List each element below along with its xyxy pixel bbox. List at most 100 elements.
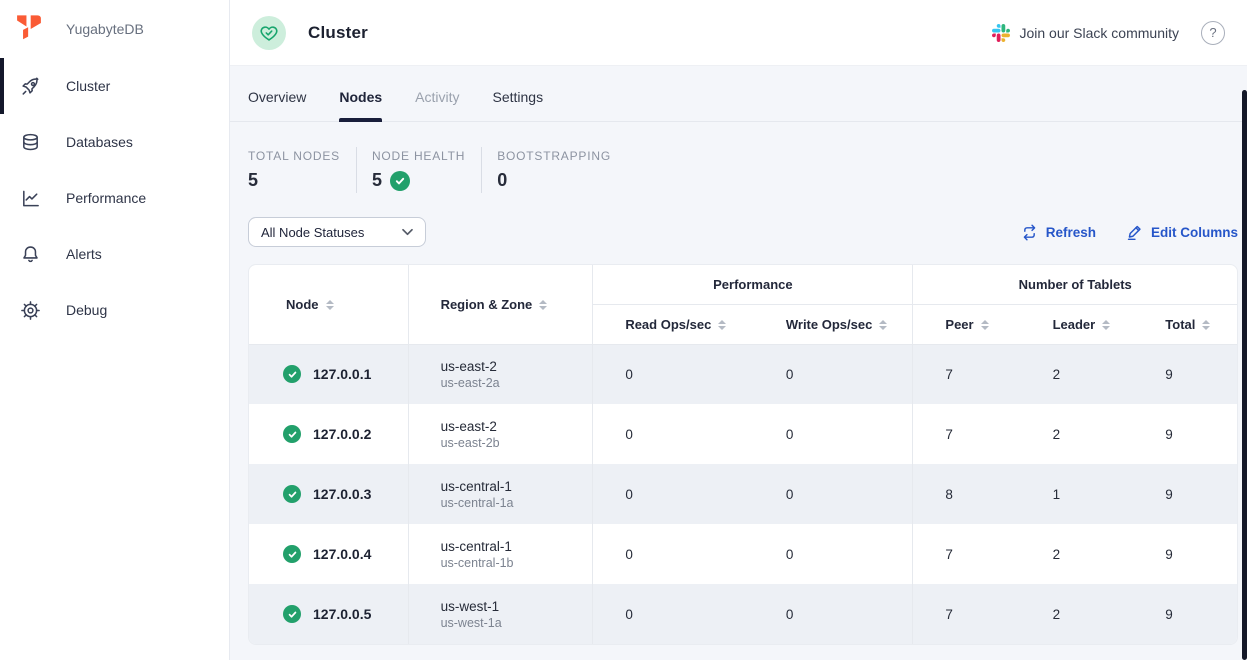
column-group-performance: Performance <box>592 265 913 305</box>
group-label: Performance <box>713 276 793 292</box>
alerts-bell-icon <box>20 244 41 265</box>
node-region: us-east-2 <box>440 418 497 434</box>
tab-overview[interactable]: Overview <box>248 89 307 105</box>
column-group-tablets: Number of Tablets <box>912 265 1237 305</box>
column-header-total[interactable]: Total <box>1128 304 1237 345</box>
filter-row: All Node Statuses Refresh <box>248 217 1238 247</box>
heart-check-icon <box>260 25 278 41</box>
nodes-table: Node Region & Zone Performance Number of… <box>249 265 1237 644</box>
slack-community-link[interactable]: Join our Slack community <box>992 23 1179 42</box>
peer-value: 7 <box>912 524 1021 584</box>
node-row[interactable]: 127.0.0.5 us-west-1 us-west-1a 0 0 7 2 9 <box>249 584 1237 644</box>
sort-icon[interactable] <box>539 300 548 311</box>
nodes-content: TOTAL NODES 5 NODE HEALTH 5 BOOTSTRAPPIN… <box>230 122 1247 660</box>
node-zone: us-central-1a <box>440 495 514 510</box>
total-value: 9 <box>1165 486 1173 502</box>
chevron-down-icon <box>402 228 413 236</box>
column-label: Node <box>286 296 319 312</box>
cluster-health-badge <box>252 15 286 50</box>
debug-gear-icon <box>20 300 41 321</box>
tab-settings[interactable]: Settings <box>492 89 544 105</box>
stat-label: BOOTSTRAPPING <box>497 149 611 163</box>
vertical-scrollbar-thumb[interactable] <box>1242 90 1247 660</box>
node-region: us-central-1 <box>440 538 512 554</box>
stat-value: 5 <box>371 170 382 190</box>
node-ip: 127.0.0.1 <box>313 366 372 383</box>
sort-icon[interactable] <box>325 300 334 311</box>
sidebar-item-alerts[interactable]: Alerts <box>0 226 229 282</box>
node-healthy-icon <box>283 545 301 563</box>
brand: YugabyteDB <box>0 0 229 58</box>
total-value: 9 <box>1165 546 1173 562</box>
tab-activity[interactable]: Activity <box>415 89 460 105</box>
main-area: Cluster Join our Slack community ? Overv… <box>230 0 1247 660</box>
stat-bootstrapping: BOOTSTRAPPING 0 <box>497 149 627 191</box>
column-label: Region & Zone <box>440 296 533 312</box>
node-ip: 127.0.0.2 <box>313 426 372 442</box>
refresh-button[interactable]: Refresh <box>1021 224 1096 241</box>
stat-divider <box>481 147 483 193</box>
sort-icon[interactable] <box>879 320 888 331</box>
sort-icon[interactable] <box>718 320 727 331</box>
slack-icon <box>992 23 1011 42</box>
sidebar-item-debug[interactable]: Debug <box>0 282 229 338</box>
sidebar-item-label: Alerts <box>66 246 102 262</box>
performance-chart-icon <box>20 188 41 209</box>
stat-value: 5 <box>248 170 259 190</box>
tab-nodes[interactable]: Nodes <box>339 89 382 122</box>
column-label: Total <box>1165 316 1196 332</box>
stat-label: NODE HEALTH <box>371 149 466 163</box>
stat-value: 0 <box>497 170 508 190</box>
column-header-leader[interactable]: Leader <box>1020 304 1129 345</box>
sidebar-item-label: Databases <box>66 134 133 150</box>
health-check-icon <box>389 170 410 191</box>
refresh-icon <box>1023 224 1036 240</box>
help-icon[interactable]: ? <box>1201 20 1225 45</box>
edit-pencil-icon <box>1127 225 1141 240</box>
column-label: Write Ops/sec <box>785 316 873 332</box>
column-header-write-ops[interactable]: Write Ops/sec <box>753 304 913 345</box>
node-row[interactable]: 127.0.0.4 us-central-1 us-central-1b 0 0 … <box>249 524 1237 584</box>
node-row[interactable]: 127.0.0.3 us-central-1 us-central-1a 0 0 … <box>249 464 1237 524</box>
read-ops-value: 0 <box>592 404 754 464</box>
node-region: us-east-2 <box>440 358 497 374</box>
total-value: 9 <box>1165 426 1173 442</box>
sidebar: YugabyteDB Cluster Databases <box>0 0 230 660</box>
leader-value: 1 <box>1052 486 1061 502</box>
node-row[interactable]: 127.0.0.1 us-east-2 us-east-2a 0 0 7 2 9 <box>249 344 1237 404</box>
node-ip: 127.0.0.4 <box>313 546 372 562</box>
node-healthy-icon <box>283 605 301 623</box>
leader-value: 2 <box>1052 366 1061 382</box>
write-ops-value: 0 <box>785 486 794 502</box>
leader-value: 2 <box>1052 606 1061 622</box>
column-header-node[interactable]: Node <box>249 265 409 345</box>
read-ops-value: 0 <box>592 344 754 404</box>
sort-icon[interactable] <box>1202 320 1211 331</box>
node-zone: us-west-1a <box>440 615 502 630</box>
column-label: Read Ops/sec <box>625 316 712 332</box>
edit-columns-button[interactable]: Edit Columns <box>1126 224 1238 241</box>
sidebar-item-cluster[interactable]: Cluster <box>0 58 229 114</box>
sort-icon[interactable] <box>1102 320 1111 331</box>
leader-value: 2 <box>1052 426 1061 442</box>
node-row[interactable]: 127.0.0.2 us-east-2 us-east-2b 0 0 7 2 9 <box>249 404 1237 464</box>
write-ops-value: 0 <box>785 426 794 442</box>
sidebar-item-performance[interactable]: Performance <box>0 170 229 226</box>
total-value: 9 <box>1165 606 1173 622</box>
group-label: Number of Tablets <box>1018 276 1132 292</box>
column-header-region-zone[interactable]: Region & Zone <box>407 265 593 345</box>
stat-divider <box>355 147 357 193</box>
databases-icon <box>20 132 41 153</box>
read-ops-value: 0 <box>592 584 754 644</box>
column-label: Leader <box>1052 316 1096 332</box>
peer-value: 7 <box>912 584 1021 644</box>
write-ops-value: 0 <box>785 546 794 562</box>
nodes-table-card: Node Region & Zone Performance Number of… <box>248 264 1238 645</box>
node-status-dropdown[interactable]: All Node Statuses <box>248 217 426 247</box>
column-header-peer[interactable]: Peer <box>912 304 1021 345</box>
sort-icon[interactable] <box>980 320 989 331</box>
sidebar-item-databases[interactable]: Databases <box>0 114 229 170</box>
node-zone: us-east-2a <box>440 375 500 390</box>
node-stats: TOTAL NODES 5 NODE HEALTH 5 BOOTSTRAPPIN… <box>248 147 1238 193</box>
column-header-read-ops[interactable]: Read Ops/sec <box>592 304 754 345</box>
